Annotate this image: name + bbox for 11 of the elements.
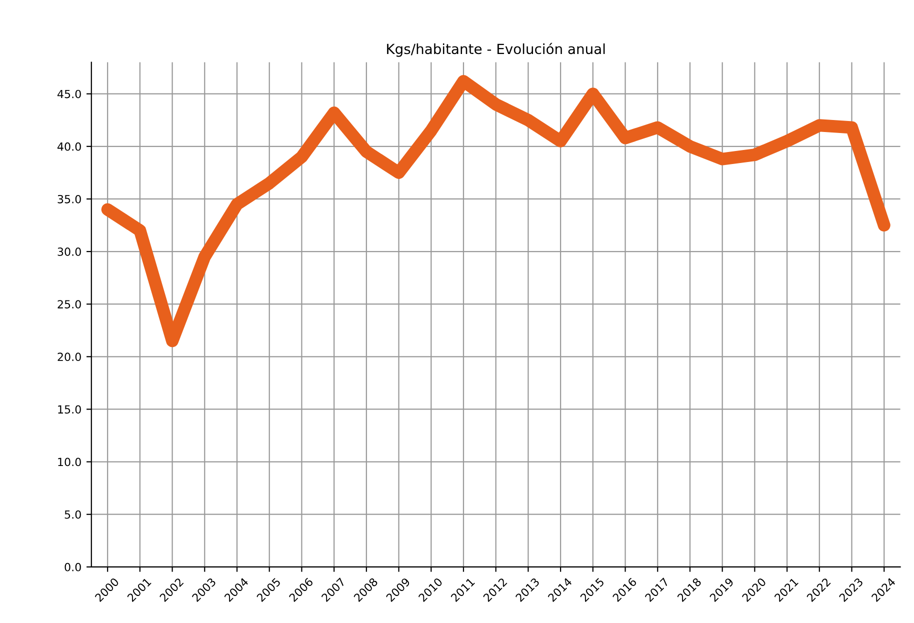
y-tick-label: 15.0	[58, 405, 81, 414]
y-tick-label: 0.0	[64, 562, 81, 572]
y-tick-label: 10.0	[58, 458, 81, 466]
y-tick-label: 25.0	[58, 300, 81, 308]
y-tick-label: 35.0	[58, 194, 81, 204]
chart-title: Kgs/habitante - Evolución anual	[387, 42, 605, 57]
y-tick-label: 5.0	[64, 510, 81, 519]
y-tick-label: 40.0	[57, 142, 81, 151]
y-tick-label: 20.0	[58, 352, 81, 362]
y-tick-label: 30.0	[58, 248, 81, 256]
y-tick-label: 45.0	[57, 90, 81, 98]
